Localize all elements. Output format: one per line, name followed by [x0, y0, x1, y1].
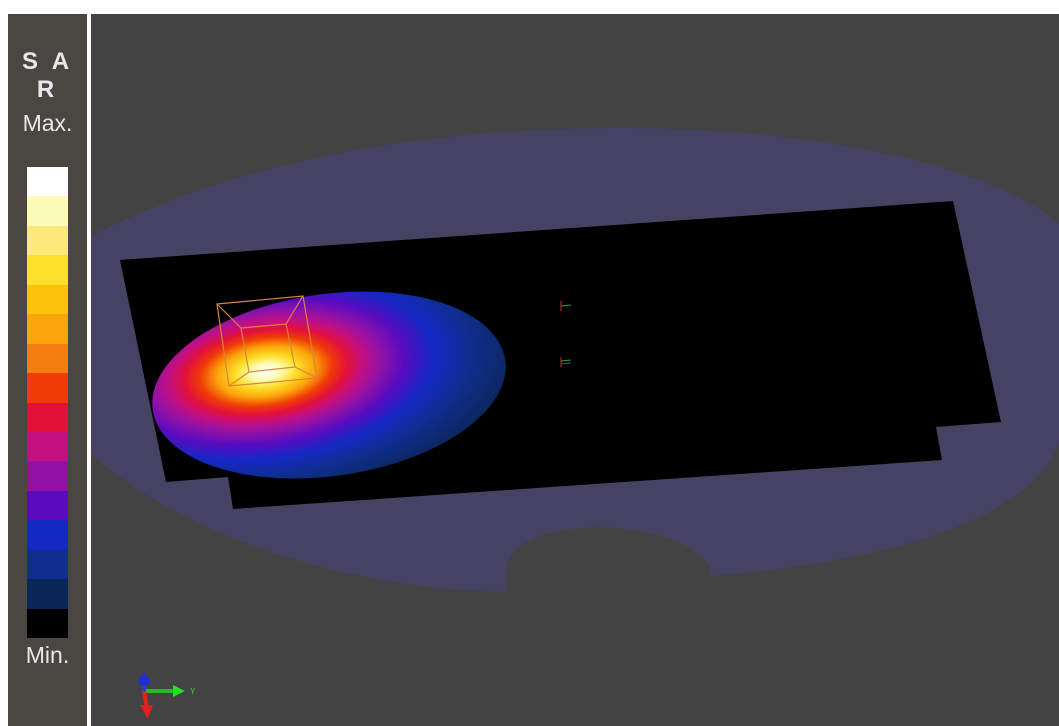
colorbar-swatch	[27, 284, 68, 315]
sar-legend-panel: S A R Max. Min.	[8, 14, 87, 726]
colorbar-swatch	[27, 343, 68, 374]
colorbar-swatch	[27, 520, 68, 550]
colorbar-swatch	[27, 373, 68, 403]
3d-viewport[interactable]: Y	[91, 14, 1059, 726]
probe-marker	[560, 301, 572, 367]
sar-distribution	[152, 291, 506, 479]
top-strip	[0, 0, 1059, 14]
panel-separator	[87, 14, 91, 726]
legend-max-label: Max.	[22, 110, 73, 136]
axis-gizmo: Y	[137, 672, 196, 719]
colorbar-swatch	[27, 314, 68, 344]
legend-title: S A R	[21, 48, 74, 103]
colorbar-swatch	[27, 167, 68, 197]
colorbar-swatch	[27, 549, 68, 580]
scene-canvas[interactable]: Y	[91, 14, 1059, 726]
colorbar-swatch	[27, 490, 68, 521]
sar-colorbar	[27, 167, 68, 638]
device-wireframe	[216, 295, 318, 387]
colorbar-swatch	[27, 402, 68, 432]
colorbar-swatch	[27, 196, 68, 226]
colorbar-swatch	[27, 579, 68, 609]
colorbar-swatch	[27, 608, 68, 638]
svg-text:Y: Y	[190, 687, 196, 696]
legend-min-label: Min.	[25, 642, 70, 668]
colorbar-swatch	[27, 431, 68, 462]
colorbar-swatch	[27, 225, 68, 256]
colorbar-swatch	[27, 461, 68, 491]
colorbar-swatch	[27, 255, 68, 285]
